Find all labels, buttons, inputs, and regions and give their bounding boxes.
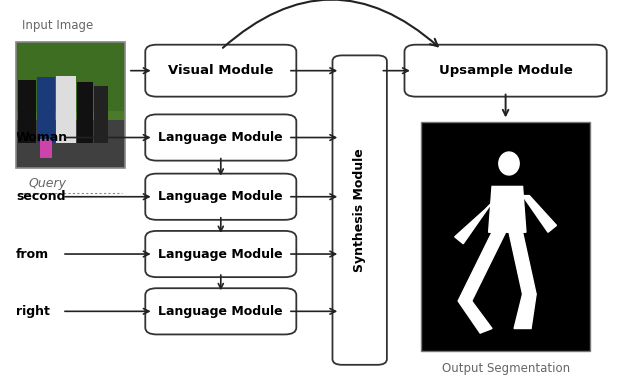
Polygon shape bbox=[458, 301, 492, 333]
Text: second: second bbox=[16, 190, 65, 203]
Text: Synthesis Module: Synthesis Module bbox=[353, 148, 366, 272]
Polygon shape bbox=[455, 202, 492, 244]
Text: Language Module: Language Module bbox=[159, 305, 283, 318]
FancyBboxPatch shape bbox=[40, 139, 52, 158]
FancyBboxPatch shape bbox=[16, 42, 125, 111]
FancyBboxPatch shape bbox=[145, 173, 296, 220]
FancyBboxPatch shape bbox=[77, 83, 93, 143]
Ellipse shape bbox=[499, 152, 519, 175]
FancyBboxPatch shape bbox=[145, 45, 296, 97]
Polygon shape bbox=[514, 294, 536, 329]
Text: Language Module: Language Module bbox=[159, 131, 283, 144]
FancyBboxPatch shape bbox=[18, 80, 36, 143]
Polygon shape bbox=[458, 232, 506, 301]
Text: Woman: Woman bbox=[16, 131, 68, 144]
Polygon shape bbox=[509, 232, 536, 294]
Text: Language Module: Language Module bbox=[159, 248, 283, 261]
Text: Visual Module: Visual Module bbox=[168, 64, 273, 77]
FancyBboxPatch shape bbox=[333, 55, 387, 365]
Text: Language Module: Language Module bbox=[159, 190, 283, 203]
FancyBboxPatch shape bbox=[404, 45, 607, 97]
FancyBboxPatch shape bbox=[16, 42, 125, 168]
FancyBboxPatch shape bbox=[145, 115, 296, 160]
Text: right: right bbox=[16, 305, 50, 318]
Polygon shape bbox=[522, 196, 557, 232]
Text: Upsample Module: Upsample Module bbox=[439, 64, 572, 77]
FancyBboxPatch shape bbox=[421, 122, 590, 351]
Text: from: from bbox=[16, 248, 49, 261]
FancyBboxPatch shape bbox=[56, 76, 76, 143]
Text: Query: Query bbox=[29, 177, 67, 190]
Text: Input Image: Input Image bbox=[22, 19, 93, 32]
FancyBboxPatch shape bbox=[37, 77, 55, 143]
FancyBboxPatch shape bbox=[16, 120, 125, 168]
Text: Output Segmentation: Output Segmentation bbox=[442, 362, 570, 375]
FancyBboxPatch shape bbox=[145, 231, 296, 277]
Polygon shape bbox=[489, 186, 526, 232]
FancyBboxPatch shape bbox=[145, 288, 296, 335]
FancyBboxPatch shape bbox=[94, 86, 108, 143]
